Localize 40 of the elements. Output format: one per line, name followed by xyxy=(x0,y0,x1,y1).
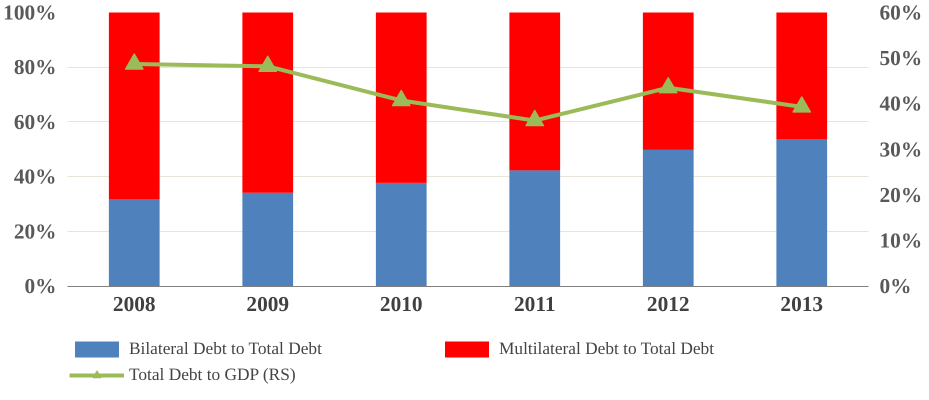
y2-tick-label: 30% xyxy=(880,137,922,162)
y2-tick-label: 40% xyxy=(880,92,922,116)
legend-label: Total Debt to GDP (RS) xyxy=(129,365,297,385)
y-tick-label: 80% xyxy=(14,55,56,80)
legend-label: Bilateral Debt to Total Debt xyxy=(129,339,323,359)
point xyxy=(392,90,411,106)
bar xyxy=(242,12,294,193)
point xyxy=(258,55,278,72)
x-tick-label: 2008 xyxy=(112,292,156,316)
bar xyxy=(242,192,294,286)
x-tick-label: 2009 xyxy=(246,292,290,316)
y-tick-label: 100% xyxy=(3,0,57,24)
y2-tick-label: 0% xyxy=(880,274,912,298)
x-tick-label: 2013 xyxy=(780,292,824,316)
x-tick-label: 2010 xyxy=(380,292,423,316)
bar xyxy=(642,12,694,150)
y-tick-label: 0% xyxy=(24,274,57,298)
y-tick-label: 40% xyxy=(14,164,56,189)
bar xyxy=(108,12,160,200)
legend-label: Multilateral Debt to Total Debt xyxy=(499,339,716,359)
bar xyxy=(776,139,828,286)
y2-tick-label: 20% xyxy=(880,182,922,207)
y-tick-label: 60% xyxy=(14,110,56,134)
x-tick-label: 2012 xyxy=(646,292,690,316)
bar xyxy=(108,199,160,286)
y2-tick-label: 50% xyxy=(880,46,922,70)
bar xyxy=(376,182,427,286)
point xyxy=(792,96,812,113)
bar xyxy=(642,150,694,286)
y-tick-label: 20% xyxy=(14,219,56,244)
y2-tick-label: 60% xyxy=(880,0,922,24)
point xyxy=(658,76,678,94)
y2-tick-label: 10% xyxy=(880,228,922,252)
bar xyxy=(376,12,427,183)
bar xyxy=(509,170,560,286)
bar xyxy=(776,12,828,140)
bar xyxy=(509,12,560,170)
x-tick-label: 2011 xyxy=(514,292,556,316)
point xyxy=(525,110,544,126)
point xyxy=(124,53,144,70)
